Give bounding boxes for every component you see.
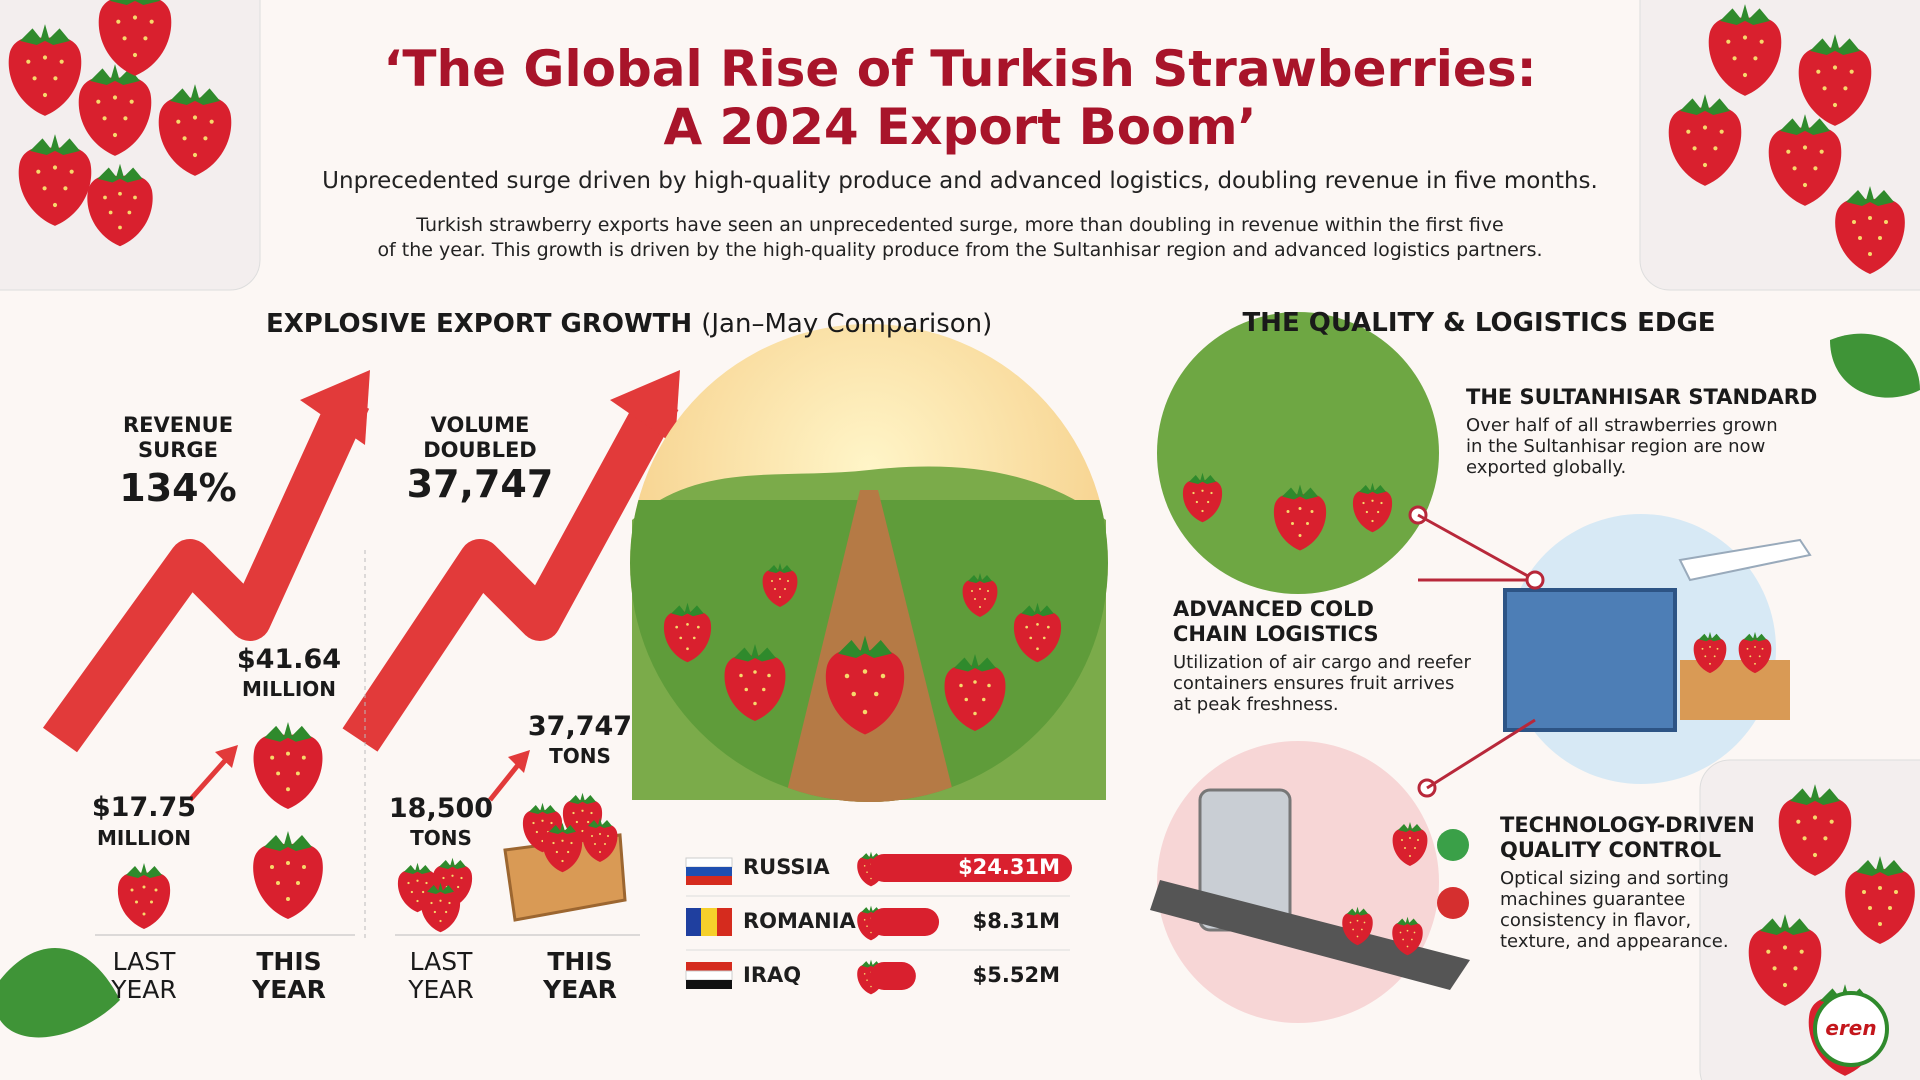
period: YEAR bbox=[111, 975, 177, 1004]
intro: Turkish strawberry exports have seen an … bbox=[416, 214, 1504, 236]
period: LAST bbox=[112, 947, 176, 976]
item-text: in the Sultanhisar region are now bbox=[1466, 436, 1766, 457]
period: YEAR bbox=[252, 975, 326, 1004]
country: RUSSIA bbox=[743, 855, 830, 879]
period: YEAR bbox=[408, 975, 474, 1004]
metric-label: REVENUE bbox=[122, 413, 234, 437]
unit: MILLION bbox=[96, 826, 192, 850]
period: THIS bbox=[256, 947, 322, 976]
unit: TONS bbox=[410, 826, 472, 850]
field-illustration bbox=[630, 324, 1108, 802]
quality-illustrations bbox=[1150, 312, 1812, 1023]
period: YEAR bbox=[543, 975, 617, 1004]
item-text: Utilization of air cargo and reefer bbox=[1173, 652, 1471, 673]
metric-headline: 134% bbox=[119, 466, 237, 510]
intro: of the year. This growth is driven by th… bbox=[377, 239, 1543, 261]
item-title: ADVANCED COLD bbox=[1173, 597, 1374, 621]
period: THIS bbox=[547, 947, 613, 976]
item-text: consistency in flavor, bbox=[1500, 910, 1692, 931]
item-text: containers ensures fruit arrives bbox=[1173, 673, 1455, 694]
amount: $41.64 bbox=[236, 644, 342, 675]
market-bar bbox=[870, 962, 916, 990]
metric-label: VOLUME bbox=[430, 413, 530, 437]
logo-badge bbox=[1813, 991, 1889, 1067]
amount: 18,500 bbox=[388, 793, 494, 824]
item-text: machines guarantee bbox=[1500, 889, 1686, 910]
item-text: exported globally. bbox=[1466, 457, 1627, 478]
amount: 37,747 bbox=[527, 711, 633, 742]
unit: MILLION bbox=[241, 677, 337, 701]
market-bar bbox=[870, 908, 940, 936]
item-text: at peak freshness. bbox=[1173, 694, 1339, 715]
subtitle: Unprecedented surge driven by high-quali… bbox=[322, 168, 1598, 194]
item-text: texture, and appearance. bbox=[1500, 931, 1729, 952]
item-title: CHAIN LOGISTICS bbox=[1173, 622, 1379, 646]
heading-note: (Jan–May Comparison) bbox=[701, 309, 993, 339]
unit: TONS bbox=[549, 744, 611, 768]
item-title: TECHNOLOGY-DRIVEN bbox=[1500, 813, 1755, 837]
item-text: Optical sizing and sorting bbox=[1500, 868, 1729, 889]
country: ROMANIA bbox=[743, 909, 856, 933]
section-heading: THE QUALITY & LOGISTICS EDGE bbox=[1242, 308, 1716, 338]
country: IRAQ bbox=[743, 963, 802, 987]
title: A 2024 Export Boom’ bbox=[663, 98, 1257, 156]
growth-arrows bbox=[42, 370, 680, 940]
market-value: $5.52M bbox=[972, 963, 1060, 987]
item-title: THE SULTANHISAR STANDARD bbox=[1466, 385, 1818, 409]
logo: eren bbox=[1825, 1016, 1877, 1040]
item-title: QUALITY CONTROL bbox=[1500, 838, 1722, 862]
market-bars bbox=[870, 854, 1072, 990]
flags bbox=[685, 851, 1070, 995]
title: ‘The Global Rise of Turkish Strawberries… bbox=[383, 40, 1537, 98]
metric-label: DOUBLED bbox=[423, 438, 537, 462]
metric-label: SURGE bbox=[138, 438, 218, 462]
period: LAST bbox=[409, 947, 473, 976]
heading-text: EXPLOSIVE EXPORT GROWTH bbox=[266, 309, 693, 339]
section-heading: EXPLOSIVE EXPORT GROWTH (Jan–May Compari… bbox=[266, 309, 992, 339]
amount: $17.75 bbox=[91, 792, 197, 823]
item-text: Over half of all strawberries grown bbox=[1466, 415, 1778, 436]
metric-headline: 37,747 bbox=[406, 462, 554, 506]
market-value: $24.31M bbox=[958, 855, 1060, 879]
market-bar bbox=[870, 854, 1072, 882]
market-value: $8.31M bbox=[972, 909, 1060, 933]
